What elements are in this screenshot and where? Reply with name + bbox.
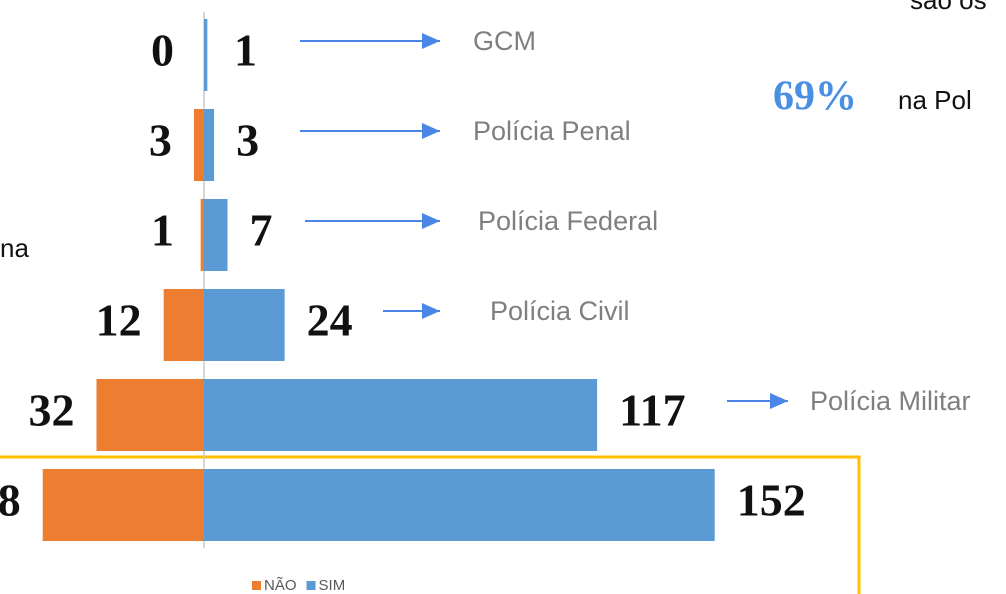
category-label: Polícia Federal [478, 206, 658, 236]
category-label: GCM [473, 26, 536, 56]
value-label: 117 [619, 385, 685, 436]
bar [193, 109, 204, 181]
bar [204, 19, 208, 91]
annotation: na Pol [898, 85, 972, 115]
legend-label: SIM [319, 577, 346, 594]
value-label: 32 [28, 385, 74, 436]
value-label: 12 [96, 295, 142, 346]
value-label: 24 [307, 295, 353, 346]
category-label: Polícia Civil [490, 296, 630, 326]
bar [200, 199, 204, 271]
value-label: 7 [250, 205, 273, 256]
legend-swatch [252, 581, 261, 590]
bar [204, 379, 598, 451]
value-label: 152 [737, 475, 806, 526]
value-label: 48 [0, 475, 21, 526]
bar [163, 289, 204, 361]
category-label: Polícia Penal [473, 116, 631, 146]
bar [204, 289, 285, 361]
highlight-box [0, 455, 861, 594]
annotation: 69% [773, 74, 857, 120]
bar [42, 469, 204, 541]
bar [204, 469, 715, 541]
value-label: 3 [149, 115, 172, 166]
bar [96, 379, 204, 451]
bar [204, 199, 228, 271]
bar [204, 109, 215, 181]
annotation: na [0, 233, 29, 263]
value-label: 0 [151, 25, 174, 76]
legend-swatch [306, 581, 316, 590]
value-label: 3 [236, 115, 259, 166]
value-label: 1 [151, 205, 174, 256]
legend-label: NÃO [264, 577, 297, 594]
category-label: Polícia Militar [810, 386, 971, 416]
annotation: são os [910, 0, 987, 15]
value-label: 1 [234, 25, 257, 76]
